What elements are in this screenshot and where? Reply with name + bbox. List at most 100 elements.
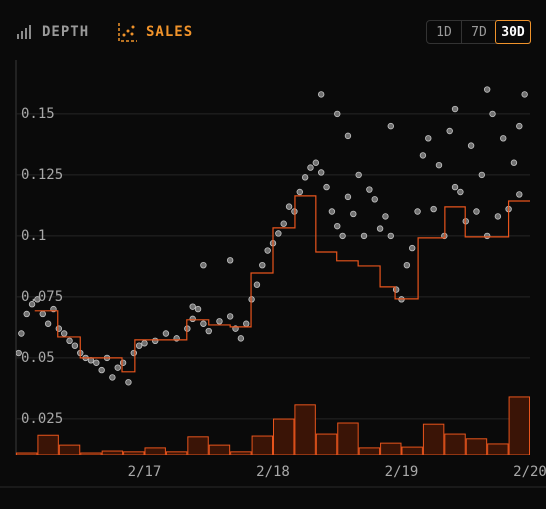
sale-point [119, 359, 127, 366]
sale-point [334, 222, 341, 230]
sale-point [371, 196, 378, 203]
volume-bar [422, 423, 445, 455]
x-tick-label: 2/17 [128, 464, 162, 480]
sale-point [226, 257, 234, 264]
price-step-line [34, 195, 530, 373]
sale-point [494, 213, 502, 220]
sale-point [243, 320, 250, 327]
y-tick-label: 0.05 [21, 350, 55, 366]
range-button[interactable]: 1D [436, 24, 452, 40]
volume-bar [508, 396, 530, 455]
volume-bar [80, 452, 102, 455]
sale-point [152, 337, 159, 345]
volume-bar [380, 442, 402, 455]
x-tick-label: 2/18 [256, 464, 290, 480]
sale-point [510, 159, 518, 166]
sale-point [360, 232, 368, 240]
range-button[interactable]: 7D [461, 21, 496, 43]
sale-point [334, 110, 341, 118]
sale-point [301, 174, 309, 181]
sale-point [344, 132, 352, 140]
volume-bar [251, 435, 273, 455]
sale-point [317, 91, 325, 98]
volume-bar [16, 452, 38, 455]
volume-bar [294, 404, 316, 455]
sale-point [323, 183, 330, 191]
volume-bar [465, 438, 488, 455]
sale-point [23, 310, 30, 318]
volume-bar [37, 434, 59, 455]
sale-point [189, 303, 196, 310]
sale-point [521, 91, 528, 98]
sale-point [366, 186, 373, 193]
sale-point [264, 247, 271, 254]
sale-point [237, 335, 245, 342]
y-tick-label: 0.025 [21, 411, 63, 427]
sale-point [478, 171, 486, 179]
sale-point [275, 230, 282, 237]
sale-point [66, 337, 73, 345]
sale-point [194, 305, 202, 313]
volume-bar [273, 418, 295, 455]
sale-point [483, 86, 491, 93]
sale-point [457, 188, 464, 196]
volume-bar [187, 436, 209, 455]
sale-point [451, 105, 459, 113]
sale-point [253, 281, 261, 288]
sale-point [34, 296, 41, 303]
sale-point [387, 122, 394, 130]
volume-bar [123, 451, 145, 455]
y-tick-label: 0.1 [21, 228, 46, 244]
volume-bar [401, 446, 423, 455]
sale-point [98, 366, 105, 374]
sale-point [141, 340, 148, 347]
x-tick-label: 2/20 [513, 464, 546, 480]
sale-point [489, 110, 496, 118]
sale-point [414, 208, 421, 215]
sale-point [93, 359, 100, 366]
sale-point [392, 286, 400, 293]
sale-point [307, 164, 314, 171]
sale-point [44, 320, 52, 327]
sale-point [328, 208, 336, 215]
volume-bar [208, 444, 231, 455]
sale-point [55, 325, 63, 332]
volume-bar [315, 433, 338, 455]
sale-point [419, 152, 427, 159]
sale-point [296, 188, 303, 196]
tab-label: DEPTH [42, 24, 90, 40]
sale-point [516, 122, 523, 130]
sale-point [285, 203, 293, 210]
sale-point [28, 301, 36, 308]
sale-point [130, 349, 137, 357]
sale-point [162, 330, 170, 337]
sale-point [18, 330, 25, 337]
range-button[interactable]: 30D [495, 20, 531, 44]
volume-bar [337, 422, 359, 455]
sale-point [60, 330, 68, 337]
sale-point [16, 349, 22, 357]
depth-tab[interactable]: DEPTH [16, 20, 89, 44]
sale-point [205, 327, 212, 335]
sale-point [451, 183, 459, 191]
depth-icon [17, 25, 31, 39]
volume-bar [444, 433, 466, 455]
y-tick-label: 0.075 [21, 289, 63, 305]
sale-point [135, 342, 143, 349]
sale-point [350, 210, 357, 218]
sale-point [317, 169, 325, 176]
sale-point [339, 232, 346, 240]
sale-point [403, 261, 411, 269]
sale-point [516, 191, 523, 198]
sale-point [483, 232, 491, 240]
y-tick-label: 0.15 [21, 106, 55, 122]
sale-point [109, 374, 116, 381]
sales-tab[interactable]: SALES [118, 20, 193, 44]
sale-point [125, 379, 132, 386]
x-tick-label: 2/19 [385, 464, 419, 480]
sale-point [259, 261, 266, 269]
volume-bar [58, 444, 81, 455]
sale-point [114, 364, 121, 371]
